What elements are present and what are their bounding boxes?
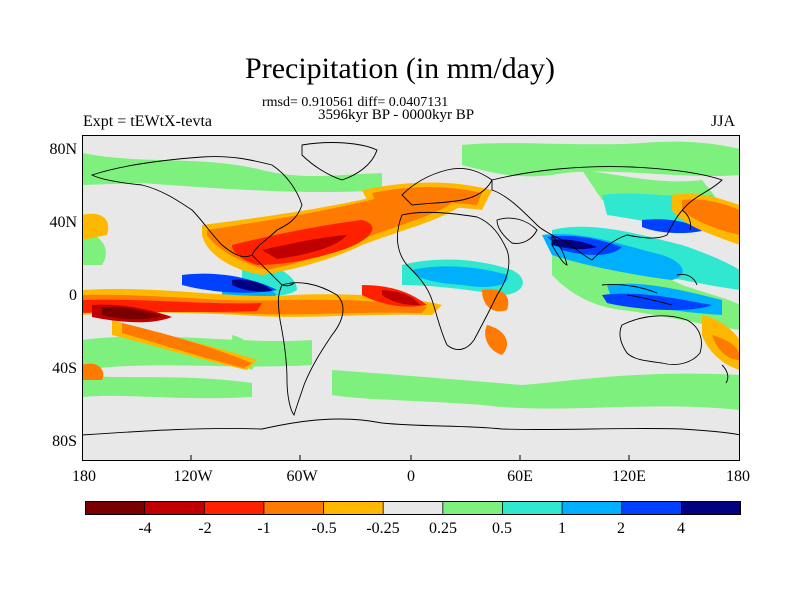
stats-subtitle: rmsd= 0.910561 diff= 0.0407131 [262,95,449,110]
lon-label-60e: 60E [507,468,533,485]
colorbar-label: -0.25 [366,520,400,537]
colorbar-cell [263,501,325,515]
lat-label-40n: 40N [49,214,77,231]
experiment-label: Expt = tEWtX-tevta [83,113,212,130]
lat-label-eq: 0 [69,287,77,304]
lat-label-40s: 40S [52,360,77,377]
colorbar-cell [144,501,206,515]
colorbar-cell [561,501,623,515]
colorbar-label: -2 [198,520,212,537]
colorbar-label: -4 [138,520,152,537]
colorbar-label: 0.25 [429,520,457,537]
colorbar-cell [442,501,504,515]
colorbar [85,501,741,515]
colorbar-cell [323,501,385,515]
colorbar-cell [85,501,146,515]
colorbar-label: -1 [257,520,271,537]
lon-label-180e: 180 [726,468,750,485]
colorbar-cell [382,501,444,515]
colorbar-cell [502,501,563,515]
coastlines [82,142,740,436]
lon-label-120w: 120W [173,468,213,485]
precip-anomaly-map [82,135,740,461]
colorbar-label: -0.5 [311,520,337,537]
season-label: JJA [711,113,736,130]
lat-label-80s: 80S [52,433,77,450]
colorbar-label: 4 [677,520,685,537]
lon-label-60w: 60W [286,468,318,485]
lon-label-0: 0 [407,468,415,485]
colorbar-label: 1 [558,520,566,537]
axis-ticks [190,455,630,461]
colorbar-label: 0.5 [492,520,512,537]
colorbar-label: 2 [617,520,625,537]
period-subtitle: 3596kyr BP - 0000kyr BP [318,107,475,123]
lon-label-180w: 180 [72,468,96,485]
colorbar-cell [203,501,265,515]
colorbar-cell [621,501,683,515]
lon-label-120e: 120E [612,468,646,485]
colorbar-cell [680,501,741,515]
lat-label-80n: 80N [49,141,77,158]
map-title: Precipitation (in mm/day) [245,52,555,85]
